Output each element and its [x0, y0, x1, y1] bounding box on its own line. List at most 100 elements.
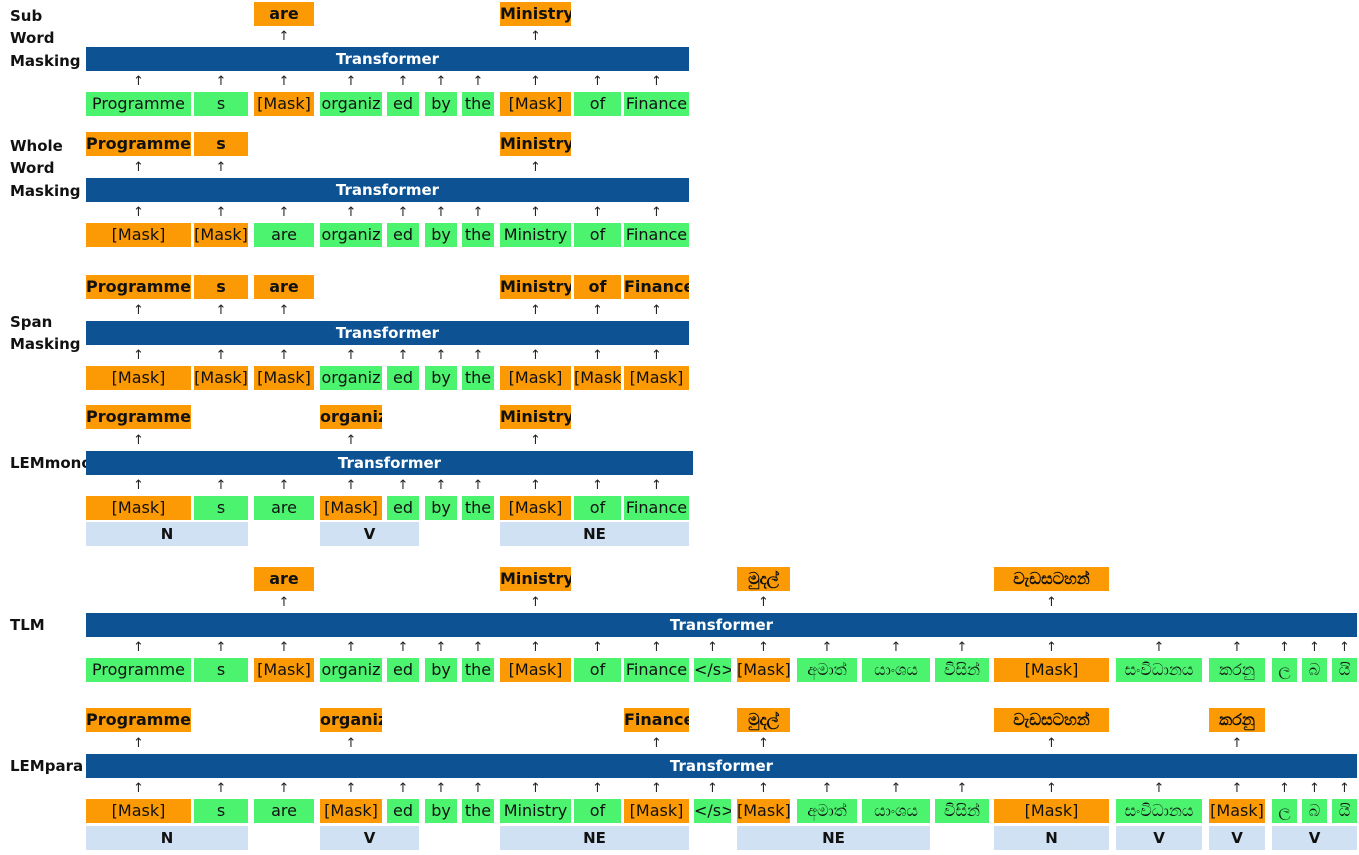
predicted-token: Finance — [624, 708, 689, 732]
predicted-token: කරනු — [1209, 708, 1265, 732]
predicted-token: Ministry — [500, 132, 571, 156]
section-label-line: Word — [10, 29, 55, 47]
masked-token: [Mask] — [737, 658, 790, 682]
masked-token: [Mask] — [1209, 799, 1265, 823]
up-arrow-icon: ↑ — [758, 781, 769, 796]
up-arrow-icon: ↑ — [530, 29, 541, 44]
up-arrow-icon: ↑ — [278, 348, 290, 363]
up-arrow-icon: ↑ — [278, 74, 290, 89]
up-arrow-icon: ↑ — [890, 781, 902, 796]
masked-token: [Mask] — [86, 799, 191, 823]
up-arrow-icon: ↑ — [345, 478, 357, 493]
transformer-bar: Transformer — [86, 613, 1357, 637]
up-arrow-icon: ↑ — [215, 160, 227, 175]
up-arrow-icon: ↑ — [1339, 781, 1350, 796]
pos-tag: V — [1209, 826, 1265, 850]
predicted-token: are — [254, 2, 314, 26]
up-arrow-icon: ↑ — [758, 640, 769, 655]
input-token: are — [254, 799, 314, 823]
section-label-line: LEMmono — [10, 454, 92, 472]
masked-token: [Mask] — [254, 366, 314, 390]
input-token: of — [574, 658, 621, 682]
up-arrow-icon: ↑ — [215, 74, 227, 89]
input-token: organiz — [320, 366, 382, 390]
section-label-line: LEMpara — [10, 757, 84, 775]
predicted-token: Programme — [86, 275, 191, 299]
masked-token: [Mask] — [994, 799, 1109, 823]
pos-tag: V — [320, 522, 419, 546]
up-arrow-icon: ↑ — [758, 736, 769, 751]
up-arrow-icon: ↑ — [530, 433, 541, 448]
up-arrow-icon: ↑ — [133, 74, 144, 89]
pos-tag: N — [86, 522, 248, 546]
up-arrow-icon: ↑ — [435, 348, 447, 363]
up-arrow-icon: ↑ — [435, 781, 447, 796]
predicted-token: Ministry — [500, 405, 571, 429]
input-token: the — [462, 799, 494, 823]
predicted-token: වැඩසටහන් — [994, 567, 1109, 591]
up-arrow-icon: ↑ — [592, 303, 603, 318]
pos-tag: V — [1116, 826, 1202, 850]
input-token: Finance — [624, 496, 689, 520]
transformer-bar: Transformer — [86, 178, 689, 202]
up-arrow-icon: ↑ — [1046, 640, 1057, 655]
section-label-line: Masking — [10, 335, 81, 354]
up-arrow-icon: ↑ — [278, 640, 290, 655]
up-arrow-icon: ↑ — [397, 74, 409, 89]
masked-token: [Mask] — [500, 658, 571, 682]
up-arrow-icon: ↑ — [215, 640, 227, 655]
up-arrow-icon: ↑ — [530, 205, 541, 220]
masked-token: [Mask] — [624, 366, 689, 390]
up-arrow-icon: ↑ — [530, 781, 541, 796]
up-arrow-icon: ↑ — [1309, 640, 1320, 655]
input-token: Programme — [86, 92, 191, 116]
up-arrow-icon: ↑ — [530, 348, 541, 363]
masked-token: [Mask] — [194, 223, 248, 247]
input-token: are — [254, 223, 314, 247]
up-arrow-icon: ↑ — [651, 74, 662, 89]
up-arrow-icon: ↑ — [530, 160, 541, 175]
input-token: බ — [1302, 799, 1327, 823]
input-token: s — [194, 496, 248, 520]
pos-tag: NE — [500, 826, 689, 850]
input-token: විසින් — [935, 658, 989, 682]
input-token: ed — [387, 223, 419, 247]
section-label-line: Masking — [10, 181, 81, 200]
masked-token: [Mask] — [737, 799, 790, 823]
up-arrow-icon: ↑ — [821, 640, 833, 655]
input-token: සංවිධානය — [1116, 799, 1202, 823]
up-arrow-icon: ↑ — [592, 478, 603, 493]
section-label-line: TLM — [10, 616, 45, 634]
transformer-bar: Transformer — [86, 321, 689, 345]
up-arrow-icon: ↑ — [707, 781, 718, 796]
input-token: Finance — [624, 92, 689, 116]
predicted-token: s — [194, 275, 248, 299]
transformer-bar: Transformer — [86, 47, 689, 71]
section-label-line: Sub — [10, 6, 43, 25]
masked-token: [Mask] — [624, 799, 689, 823]
up-arrow-icon: ↑ — [215, 781, 227, 796]
up-arrow-icon: ↑ — [345, 74, 357, 89]
predicted-token: organiz — [320, 405, 382, 429]
up-arrow-icon: ↑ — [1279, 640, 1290, 655]
predicted-token: are — [254, 275, 314, 299]
up-arrow-icon: ↑ — [1046, 595, 1057, 610]
input-token: Ministry — [500, 799, 571, 823]
input-token: </s> — [694, 799, 731, 823]
up-arrow-icon: ↑ — [530, 478, 541, 493]
up-arrow-icon: ↑ — [278, 29, 290, 44]
up-arrow-icon: ↑ — [278, 478, 290, 493]
up-arrow-icon: ↑ — [472, 478, 484, 493]
input-token: are — [254, 496, 314, 520]
input-token: s — [194, 658, 248, 682]
up-arrow-icon: ↑ — [345, 781, 357, 796]
up-arrow-icon: ↑ — [1046, 781, 1057, 796]
transformer-bar: Transformer — [86, 754, 1357, 778]
up-arrow-icon: ↑ — [133, 348, 144, 363]
up-arrow-icon: ↑ — [472, 781, 484, 796]
predicted-token: are — [254, 567, 314, 591]
up-arrow-icon: ↑ — [592, 781, 603, 796]
input-token: by — [425, 496, 457, 520]
masked-token: [Mask] — [86, 223, 191, 247]
up-arrow-icon: ↑ — [397, 781, 409, 796]
